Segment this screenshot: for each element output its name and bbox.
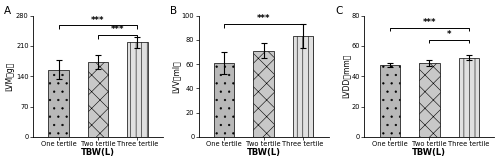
Bar [214,63,234,137]
Text: ***: *** [91,16,104,25]
Bar [458,58,479,137]
Bar [293,36,314,137]
Y-axis label: LVM（g）: LVM（g） [6,62,15,91]
Bar [48,70,69,137]
Text: ***: *** [111,25,124,34]
X-axis label: TBW(L): TBW(L) [412,148,446,157]
Y-axis label: LVV（ml）: LVV（ml） [172,60,180,93]
Y-axis label: LVDD（mm）: LVDD（mm） [341,54,350,98]
X-axis label: TBW(L): TBW(L) [246,148,280,157]
Text: ***: *** [422,18,436,27]
Text: *: * [447,30,452,39]
Text: ***: *** [257,15,270,23]
Text: C: C [336,6,343,16]
Bar [254,51,274,137]
Text: A: A [4,6,12,16]
Bar [380,65,400,137]
Text: B: B [170,6,177,16]
Bar [88,62,108,137]
Bar [127,42,148,137]
Bar [419,63,440,137]
X-axis label: TBW(L): TBW(L) [81,148,115,157]
